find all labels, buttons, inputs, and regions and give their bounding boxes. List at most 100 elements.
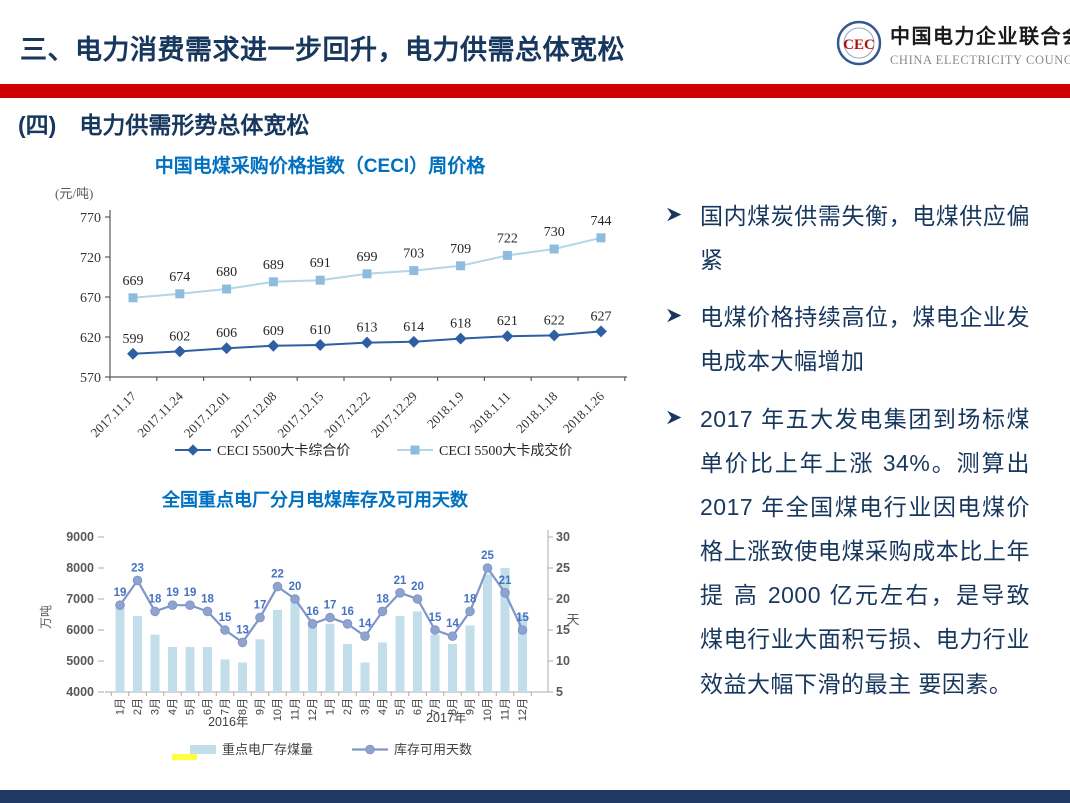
svg-text:5000: 5000: [66, 654, 94, 668]
svg-text:680: 680: [216, 265, 237, 280]
svg-text:699: 699: [357, 250, 378, 265]
svg-text:12月: 12月: [517, 698, 529, 721]
svg-text:16: 16: [341, 606, 354, 618]
stock-year-labels: 2016年 2017年: [208, 711, 466, 729]
svg-text:2017.12.22: 2017.12.22: [321, 389, 373, 441]
svg-text:2017.12.08: 2017.12.08: [228, 389, 280, 441]
svg-text:609: 609: [263, 324, 284, 339]
cec-monogram: CEC: [843, 37, 875, 53]
stock-right-axis-labels: 5 10 15 20 25 30: [556, 530, 570, 699]
bullet-text: 电煤价格持续高位，煤电企业发电成本大幅增加: [700, 304, 1030, 375]
series-composite-price: 599 602 606 609 610 613 614 618 621 622 627: [123, 309, 612, 360]
svg-text:25: 25: [556, 561, 570, 575]
page-title: 三、电力消费需求进一步回升，电力供需总体宽松: [20, 35, 625, 65]
svg-text:18: 18: [464, 593, 477, 605]
svg-text:618: 618: [450, 317, 471, 332]
svg-text:30: 30: [556, 530, 570, 544]
svg-text:614: 614: [403, 320, 424, 335]
stock-left-axis-labels: 4000 5000 6000 7000 8000 9000: [66, 530, 94, 699]
price-chart-legend: CECI 5500大卡综合价 CECI 5500大卡成交价: [175, 442, 572, 459]
svg-text:7月: 7月: [430, 698, 442, 715]
svg-text:570: 570: [80, 371, 101, 386]
left-axis-title: 万吨: [39, 605, 53, 629]
section-heading: (四) 电力供需形势总体宽松: [18, 112, 310, 138]
svg-text:8月: 8月: [237, 698, 249, 715]
svg-text:2月: 2月: [342, 698, 354, 715]
svg-text:15: 15: [516, 612, 529, 624]
svg-text:14: 14: [359, 618, 372, 630]
svg-text:722: 722: [497, 231, 518, 246]
svg-text:8月: 8月: [447, 698, 459, 715]
series-transaction-price: 669 674 680 689 691 699 703 709 722 730 744: [123, 214, 612, 303]
svg-text:3月: 3月: [360, 698, 372, 715]
bullet-item: 电煤价格持续高位，煤电企业发电成本大幅增加: [666, 295, 1030, 383]
svg-text:2月: 2月: [132, 698, 144, 715]
svg-text:10月: 10月: [482, 698, 494, 721]
svg-text:9月: 9月: [255, 698, 267, 715]
svg-text:13: 13: [236, 624, 249, 636]
yellow-highlight-mark: [172, 754, 197, 760]
svg-text:15: 15: [219, 612, 232, 624]
svg-text:16: 16: [306, 606, 319, 618]
svg-text:5: 5: [556, 685, 563, 699]
svg-text:2018.1.26: 2018.1.26: [560, 388, 608, 436]
coal-stock-chart-title: 全国重点电厂分月电煤库存及可用天数: [162, 490, 468, 510]
svg-text:18: 18: [201, 593, 214, 605]
cec-emblem-icon: CEC: [836, 20, 882, 66]
red-divider-band: [0, 84, 1070, 98]
svg-text:23: 23: [131, 562, 144, 574]
stock-chart-legend: 重点电厂存煤量 库存可用天数: [190, 742, 472, 757]
svg-text:9月: 9月: [465, 698, 477, 715]
svg-text:709: 709: [450, 242, 471, 257]
arrow-bullet-icon: [666, 397, 700, 706]
svg-text:689: 689: [263, 258, 284, 273]
svg-text:库存可用天数: 库存可用天数: [394, 742, 472, 757]
svg-text:1月: 1月: [325, 698, 337, 715]
svg-text:599: 599: [123, 332, 144, 347]
svg-text:19: 19: [184, 587, 197, 599]
bullet-text: 2017 年五大发电集团到场标煤单价比上年上涨 34%。测算出2017 年全国煤…: [700, 405, 1030, 697]
svg-text:7月: 7月: [220, 698, 232, 715]
available-days-line: 19 23 18 19 19 18 15 13 17 22 20 16 17 16 14 18 21 20 15 14…: [114, 550, 529, 648]
svg-text:1月: 1月: [115, 698, 127, 715]
svg-text:9000: 9000: [66, 530, 94, 544]
bullet-item: 国内煤炭供需失衡，电煤供应偏紧: [666, 194, 1030, 282]
svg-text:4月: 4月: [167, 698, 179, 715]
svg-text:25: 25: [481, 550, 494, 562]
svg-text:720: 720: [80, 251, 101, 266]
svg-text:CECI 5500大卡综合价: CECI 5500大卡综合价: [217, 443, 350, 459]
svg-text:8000: 8000: [66, 561, 94, 575]
price-chart-x-labels: 2017.11.172017.11.242017.12.012017.12.08…: [87, 388, 607, 440]
svg-text:6月: 6月: [202, 698, 214, 715]
coal-stock-chart: 4000 5000 6000 7000 8000 9000 5 10 15 20 25 30 万吨 天 19…: [39, 530, 580, 757]
logo-org-name-cn: 中国电力企业联合会: [890, 26, 1070, 48]
svg-text:CECI 5500大卡成交价: CECI 5500大卡成交价: [439, 442, 572, 459]
svg-text:20: 20: [289, 581, 302, 593]
svg-text:2018.1.18: 2018.1.18: [513, 389, 560, 436]
svg-text:19: 19: [166, 587, 179, 599]
ceci-price-chart-title: 中国电煤采购价格指数（CECI）周价格: [154, 156, 486, 177]
svg-text:20: 20: [556, 592, 570, 606]
svg-text:18: 18: [149, 593, 162, 605]
svg-text:2017年: 2017年: [426, 711, 466, 725]
svg-text:17: 17: [254, 600, 267, 612]
coal-stock-bars: [115, 568, 527, 692]
svg-text:17: 17: [324, 600, 337, 612]
svg-text:5月: 5月: [185, 698, 197, 715]
svg-text:610: 610: [310, 323, 331, 338]
svg-text:606: 606: [216, 326, 237, 341]
svg-text:2018.1.9: 2018.1.9: [424, 389, 467, 432]
svg-text:613: 613: [357, 321, 378, 336]
svg-text:770: 770: [80, 211, 101, 226]
price-chart-axes: [105, 210, 627, 381]
svg-text:627: 627: [591, 309, 612, 324]
stock-month-labels: 1月 2月 3月 4月 5月 6月 7月 8月 9月 10月 11月 12月 1月 2月 3月 4月 5月 6月 7…: [115, 698, 530, 721]
bottom-navy-band: [0, 790, 1070, 803]
svg-text:19: 19: [114, 587, 127, 599]
ceci-price-chart: 5706206707207702017.11.172017.11.242017.…: [80, 210, 627, 459]
logo-text: 中国电力企业联合会 CHINA ELECTRICITY COUNCIL: [890, 20, 1070, 68]
cec-logo: CEC 中国电力企业联合会 CHINA ELECTRICITY COUNCIL: [836, 20, 1070, 68]
svg-text:4000: 4000: [66, 685, 94, 699]
svg-text:602: 602: [169, 329, 190, 344]
svg-text:4月: 4月: [377, 698, 389, 715]
